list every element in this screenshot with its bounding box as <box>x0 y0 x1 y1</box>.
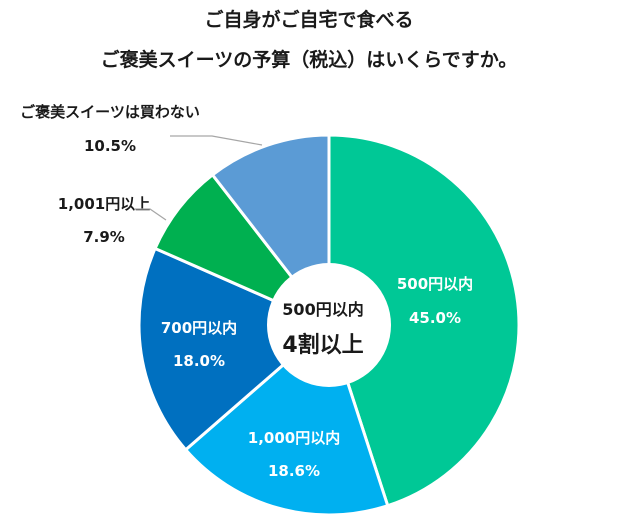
leader-line-1001 <box>134 208 167 221</box>
donut-hole <box>267 263 391 387</box>
slice-category-label: 1,001円以上 <box>58 195 150 213</box>
slice-category-label: ご褒美スイーツは買わない <box>20 103 200 121</box>
chart-title-line-1: ご自身がご自宅で食べる <box>204 9 414 31</box>
pie-slice-1 <box>327 133 521 508</box>
slice-labels: 500円以内 45.0% 1,000円以内 18.6% 700円以内 18.0% 1,001… <box>20 103 473 480</box>
slice-value-label: 18.6% <box>268 462 320 480</box>
slice-category-label: 500円以内 <box>397 275 473 293</box>
center-label-line-1: 500円以内 <box>282 300 363 319</box>
slice-category-label: 700円以内 <box>161 319 237 337</box>
leader-line-not-buying <box>170 135 263 146</box>
center-label-line-2: 4割以上 <box>282 332 363 358</box>
slice-value-label: 45.0% <box>409 309 461 327</box>
pie-slice-3 <box>137 246 332 452</box>
slice-value-label: 7.9% <box>83 228 125 246</box>
slice-value-label: 10.5% <box>84 137 136 155</box>
slice-category-label: 1,000円以内 <box>248 429 340 447</box>
slice-value-label: 18.0% <box>173 352 225 370</box>
chart-title-line-2: ご褒美スイーツの予算（税込）はいくらですか。 <box>100 49 518 71</box>
